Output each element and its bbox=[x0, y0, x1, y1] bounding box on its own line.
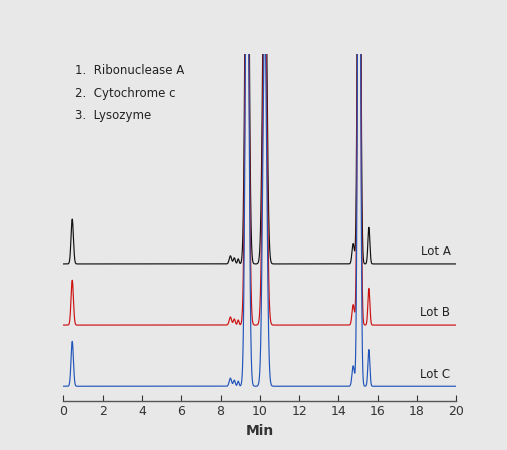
Text: 2.  Cytochrome c: 2. Cytochrome c bbox=[75, 87, 175, 100]
Text: Lot C: Lot C bbox=[420, 368, 450, 381]
Text: 1.  Ribonuclease A: 1. Ribonuclease A bbox=[75, 64, 185, 77]
X-axis label: Min: Min bbox=[246, 424, 274, 438]
Text: Lot B: Lot B bbox=[420, 306, 450, 320]
Text: 3.  Lysozyme: 3. Lysozyme bbox=[75, 109, 152, 122]
Text: Lot A: Lot A bbox=[420, 245, 450, 258]
